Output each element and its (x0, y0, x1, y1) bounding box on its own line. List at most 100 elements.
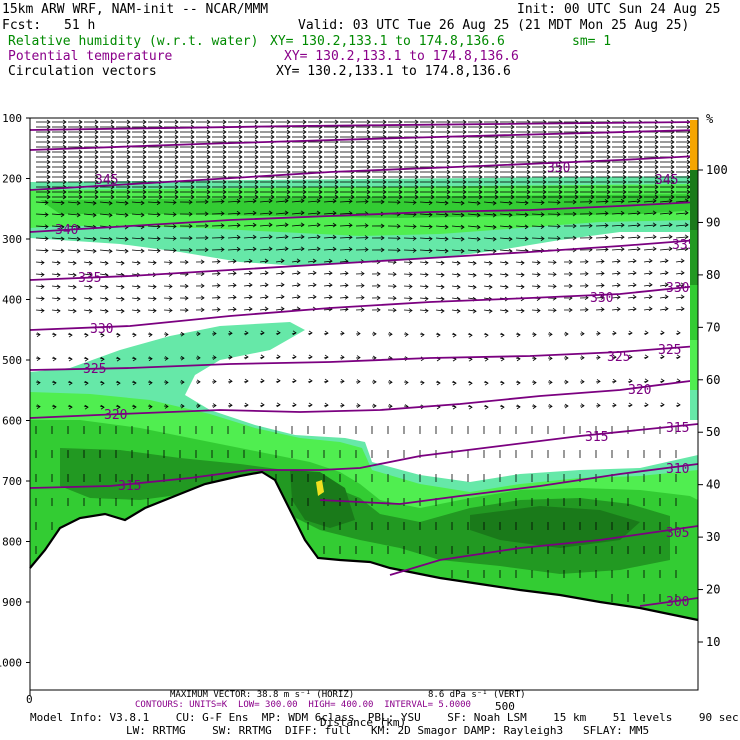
wind-vector (307, 354, 313, 360)
wind-vector (563, 283, 573, 289)
wind-vector (420, 189, 435, 195)
wind-vector (163, 236, 177, 241)
wind-vector (660, 149, 675, 155)
wind-vector (243, 246, 257, 252)
wind-vector (259, 306, 269, 312)
wind-vector (83, 272, 93, 278)
wind-vector (419, 236, 433, 242)
wind-vector (548, 149, 563, 155)
wind-vector (308, 174, 323, 180)
rh-band-upper-80 (40, 194, 698, 218)
wind-vector (35, 236, 49, 242)
wind-vector (563, 355, 569, 361)
wind-vector (403, 284, 413, 289)
wind-vector (244, 164, 259, 170)
wind-vector (292, 149, 307, 155)
wind-vector (324, 164, 339, 170)
wind-vector (467, 308, 477, 314)
wind-vector (580, 149, 595, 155)
wind-vector (99, 200, 113, 206)
wind-vector (452, 159, 467, 165)
wind-vector (356, 159, 371, 165)
colorbar-tick-label: 30 (706, 530, 720, 544)
wind-vector (196, 184, 211, 190)
wind-vector (371, 247, 385, 253)
wind-vector (163, 308, 173, 313)
wind-vector (179, 295, 189, 301)
wind-vector (115, 332, 121, 338)
wind-vector (131, 380, 137, 386)
wind-vector (372, 154, 387, 160)
wind-vector (260, 184, 275, 190)
wind-vector (388, 139, 403, 145)
wind-vector (259, 234, 273, 240)
wind-vector (355, 307, 365, 312)
wind-vector (52, 164, 67, 170)
wind-vector (67, 272, 77, 278)
theta-label: 340 (55, 223, 78, 238)
wind-vector (564, 169, 579, 175)
wind-vector (500, 174, 515, 180)
wind-vector (308, 154, 323, 160)
wind-vector (324, 174, 339, 180)
wind-vector (387, 271, 397, 277)
wind-vector (132, 134, 147, 140)
wind-vector (292, 159, 307, 165)
wind-vector (643, 222, 657, 228)
wind-vector (323, 234, 337, 240)
wind-vector (484, 194, 499, 200)
wind-vector (515, 200, 529, 206)
wind-vector (84, 174, 99, 180)
wind-vector (339, 378, 345, 384)
wind-vector (68, 159, 83, 165)
wind-vector (323, 246, 337, 252)
wind-vector (339, 294, 349, 300)
wind-vector (36, 134, 51, 140)
wind-vector (659, 222, 673, 228)
wind-vector (259, 282, 269, 288)
wind-vector (659, 198, 673, 204)
y-tick-label: 500 (2, 354, 22, 367)
wind-vector (580, 174, 595, 180)
wind-vector (451, 200, 465, 206)
wind-vector (163, 248, 177, 253)
wind-vector (435, 200, 449, 206)
wind-vector (244, 194, 259, 200)
theta-label: 345 (655, 173, 678, 188)
wind-vector (340, 179, 355, 185)
wind-vector (259, 330, 265, 336)
wind-vector (548, 194, 563, 200)
wind-vector (644, 159, 659, 165)
wind-vector (36, 179, 51, 185)
wind-vector (355, 379, 361, 384)
wind-vector (84, 194, 99, 200)
wind-vector (611, 234, 625, 240)
wind-vector (355, 199, 369, 204)
wind-vector (308, 184, 323, 190)
wind-vector (243, 294, 253, 300)
wind-vector (547, 284, 557, 289)
max-vector-horiz: MAXIMUM VECTOR: 38.8 m s⁻¹ (HORIZ) (170, 690, 355, 700)
wind-vector (628, 149, 643, 155)
wind-vector (132, 189, 147, 195)
wind-vector (275, 270, 285, 276)
wind-vector (499, 404, 505, 410)
wind-vector (452, 169, 467, 175)
theta-label: 315 (118, 479, 141, 494)
wind-vector (660, 124, 675, 130)
wind-vector (372, 139, 387, 145)
wind-vector (564, 194, 579, 200)
wind-vector (660, 169, 675, 175)
wind-vector (291, 282, 301, 288)
wind-vector (563, 199, 577, 205)
wind-vector (627, 270, 637, 276)
wind-vector (307, 258, 317, 264)
wind-vector (340, 154, 355, 160)
wind-vector (435, 272, 445, 278)
wind-vector (212, 144, 227, 150)
wind-vector (483, 284, 493, 290)
wind-vector (179, 307, 189, 313)
wind-vector (611, 222, 625, 228)
wind-vector (196, 189, 211, 195)
wind-vector (52, 129, 67, 135)
